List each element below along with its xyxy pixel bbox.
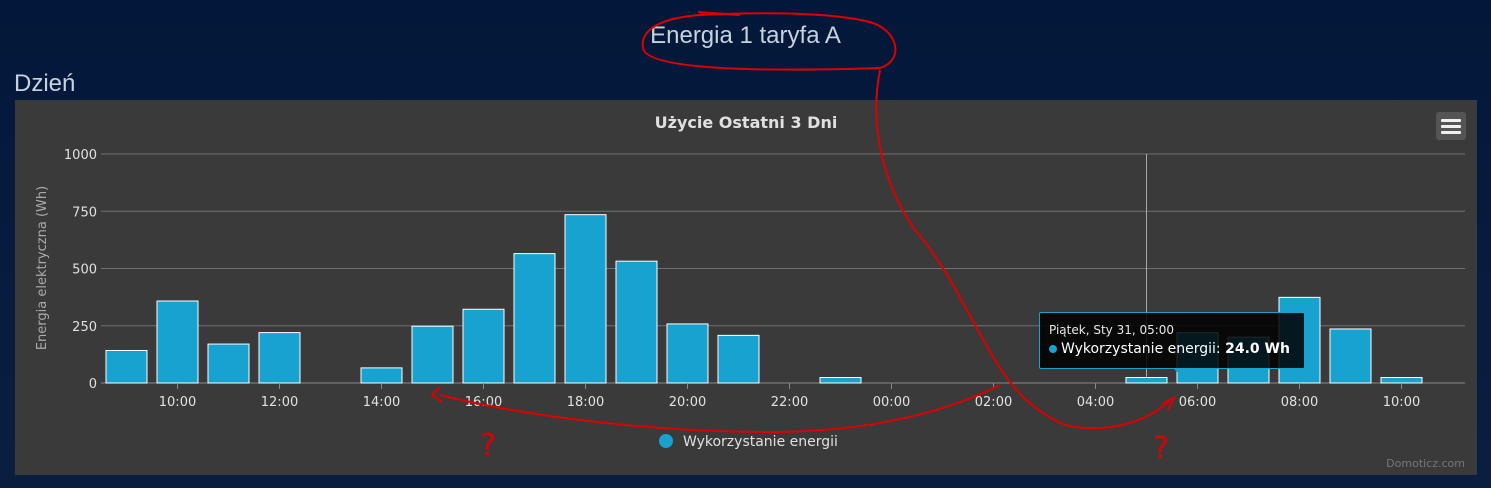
tooltip-series-label: Wykorzystanie energii: [1061, 341, 1221, 357]
x-tick-label: 16:00 [465, 395, 502, 410]
x-tick-label: 04:00 [1077, 395, 1114, 410]
bar [156, 300, 199, 384]
bar [462, 308, 505, 384]
tooltip-arrow [1173, 368, 1187, 375]
chart-tooltip: Piątek, Sty 31, 05:00 Wykorzystanie ener… [1039, 312, 1305, 369]
chart-menu-button[interactable] [1436, 112, 1466, 140]
bar [564, 214, 607, 384]
bar [615, 260, 658, 384]
series-dot-icon [1049, 345, 1057, 353]
x-tick-label: 22:00 [771, 395, 808, 410]
y-axis-label: Energia elektryczna (Wh) [35, 186, 50, 350]
tooltip-value: 24.0 Wh [1225, 341, 1290, 357]
bar [1329, 328, 1372, 384]
bar [1380, 377, 1423, 384]
y-tick-label: 1000 [64, 148, 97, 163]
bar [360, 367, 403, 384]
tooltip-row: Wykorzystanie energii: 24.0 Wh [1049, 341, 1295, 357]
x-tick-label: 14:00 [363, 395, 400, 410]
hamburger-icon [1441, 118, 1461, 122]
x-tick-label: 06:00 [1179, 395, 1216, 410]
y-tick-label: 250 [72, 320, 97, 335]
bar [105, 349, 148, 384]
x-tick-label: 18:00 [567, 395, 604, 410]
tooltip-header: Piątek, Sty 31, 05:00 [1049, 323, 1175, 337]
bar [666, 323, 709, 384]
bar [207, 343, 250, 384]
y-tick-label: 500 [72, 263, 97, 278]
y-tick-label: 750 [72, 205, 97, 220]
credits-link[interactable]: Domoticz.com [1386, 457, 1465, 470]
legend-marker [659, 434, 673, 448]
x-tick-label: 12:00 [261, 395, 298, 410]
x-tick-label: 20:00 [669, 395, 706, 410]
bar [819, 377, 862, 384]
bar [717, 334, 760, 384]
chart-panel: Użycie Ostatni 3 Dni 0 250 500 750 1000 Energi… [15, 100, 1477, 475]
chart-title: Użycie Ostatni 3 Dni [655, 113, 838, 132]
bar [411, 325, 454, 384]
x-tick-label: 10:00 [159, 395, 196, 410]
page-title: Energia 1 taryfa A [650, 22, 841, 49]
x-tick-label: 08:00 [1281, 395, 1318, 410]
energy-chart: Użycie Ostatni 3 Dni 0 250 500 750 1000 Energi… [35, 113, 1465, 450]
x-tick-label: 02:00 [975, 395, 1012, 410]
bar [258, 332, 301, 384]
section-title: Dzień [14, 70, 76, 97]
bar [513, 253, 556, 384]
legend-label: Wykorzystanie energii [683, 434, 838, 450]
x-tick-label: 00:00 [873, 395, 910, 410]
y-tick-label: 0 [89, 377, 97, 392]
x-tick-label: 10:00 [1383, 395, 1420, 410]
bar [1125, 377, 1168, 384]
